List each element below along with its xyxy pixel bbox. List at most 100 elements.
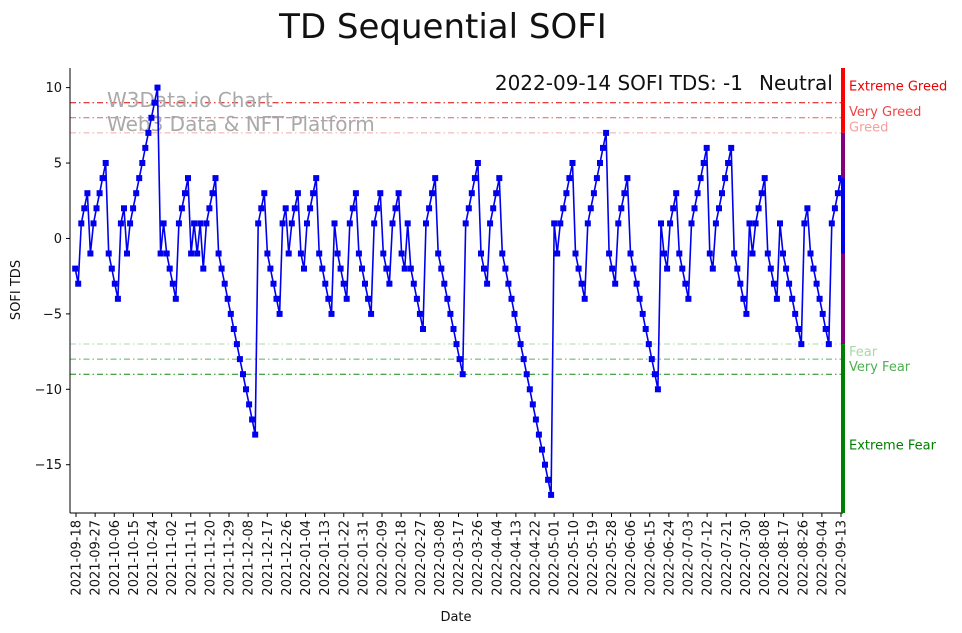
- data-point-38: [188, 250, 195, 257]
- data-point-171: [593, 175, 600, 182]
- data-point-123: [447, 310, 454, 317]
- data-point-210: [712, 220, 719, 227]
- data-point-184: [633, 280, 640, 287]
- data-point-233: [783, 265, 790, 272]
- data-point-172: [597, 160, 603, 166]
- data-point-207: [703, 144, 710, 151]
- data-point-247: [825, 341, 832, 348]
- data-point-95: [362, 280, 368, 287]
- x-tick-label: 2022-08-17: [777, 520, 792, 596]
- x-tick-label: 2022-02-18: [395, 520, 410, 596]
- x-tick-label: 2022-03-17: [452, 520, 467, 596]
- data-point-232: [780, 250, 786, 257]
- sentiment-bar-current-value: [841, 178, 845, 254]
- data-point-29: [160, 220, 167, 227]
- data-point-216: [731, 250, 738, 257]
- x-tick-label: 2021-11-11: [184, 520, 199, 596]
- data-point-149: [526, 386, 533, 393]
- data-point-48: [218, 265, 225, 272]
- data-point-156: [548, 491, 555, 498]
- data-point-17: [124, 250, 130, 257]
- sentiment-bar-segment-2: [841, 344, 845, 513]
- x-tick-label: 2022-05-28: [605, 520, 620, 596]
- data-point-205: [697, 175, 704, 182]
- data-point-102: [383, 265, 390, 272]
- data-point-196: [670, 205, 677, 212]
- data-point-59: [252, 431, 259, 438]
- data-point-2: [78, 220, 85, 227]
- data-point-101: [380, 250, 387, 257]
- data-point-183: [630, 265, 637, 272]
- data-point-87: [337, 265, 344, 272]
- x-tick-label: 2021-12-08: [242, 520, 257, 596]
- threshold-lines: [70, 102, 843, 375]
- data-point-234: [786, 280, 793, 287]
- data-point-4: [84, 190, 91, 197]
- data-point-68: [279, 220, 286, 227]
- x-tick-label: 2022-05-19: [586, 520, 601, 596]
- data-point-144: [511, 310, 518, 317]
- data-point-34: [175, 220, 182, 227]
- data-point-77: [307, 205, 314, 212]
- data-point-215: [728, 144, 735, 151]
- data-point-1: [75, 280, 82, 287]
- data-point-108: [401, 265, 408, 272]
- data-point-103: [386, 280, 393, 287]
- data-point-47: [215, 250, 222, 257]
- data-point-249: [831, 205, 838, 212]
- data-point-8: [96, 190, 103, 197]
- data-point-105: [392, 205, 399, 212]
- data-point-99: [374, 205, 381, 212]
- data-point-18: [127, 220, 134, 227]
- x-tick-label: 2022-04-22: [529, 520, 544, 596]
- data-point-58: [249, 416, 256, 423]
- data-point-63: [264, 250, 271, 257]
- x-tick-label: 2022-01-13: [318, 520, 333, 596]
- x-tick-label: 2022-01-31: [356, 520, 371, 596]
- data-point-43: [203, 220, 210, 227]
- data-point-243: [813, 280, 820, 287]
- data-point-230: [773, 295, 780, 302]
- data-point-139: [496, 175, 503, 182]
- data-point-49: [221, 280, 228, 287]
- data-point-19: [130, 205, 137, 212]
- data-point-110: [407, 265, 414, 272]
- data-point-246: [822, 326, 829, 332]
- data-point-88: [340, 280, 347, 287]
- data-point-125: [453, 341, 460, 348]
- data-point-138: [493, 190, 500, 197]
- data-point-165: [575, 265, 582, 272]
- data-point-35: [178, 205, 185, 212]
- x-tick-label: 2021-11-29: [223, 520, 238, 596]
- data-point-174: [603, 129, 610, 136]
- data-point-120: [438, 265, 445, 272]
- x-tick-label: 2022-06-06: [624, 520, 639, 596]
- data-point-190: [651, 371, 658, 378]
- data-point-117: [429, 190, 436, 197]
- data-point-181: [624, 175, 631, 182]
- data-point-80: [316, 250, 323, 257]
- data-point-154: [542, 461, 548, 468]
- data-point-173: [600, 144, 606, 151]
- data-point-219: [740, 295, 747, 302]
- sentiment-bar-segment-0: [841, 68, 845, 133]
- zone-label: Very Greed: [849, 105, 921, 120]
- status-text: 2022-09-14 SOFI TDS: -1: [495, 71, 743, 95]
- data-point-189: [648, 356, 655, 363]
- data-point-26: [151, 99, 158, 106]
- data-point-150: [529, 401, 536, 408]
- data-point-82: [322, 280, 329, 287]
- sentiment-bar: [841, 68, 845, 513]
- x-tick-label: 2022-02-09: [376, 520, 391, 596]
- x-tick-label: 2021-10-06: [108, 520, 123, 596]
- data-point-218: [737, 280, 744, 287]
- x-tick-label: 2022-07-21: [720, 520, 735, 596]
- y-tick-label: 0: [54, 232, 62, 247]
- data-point-239: [801, 220, 808, 227]
- data-point-15: [117, 220, 124, 227]
- y-axis-ticks: 10 5 0 −5 −10 −15: [35, 81, 70, 473]
- data-point-131: [471, 175, 478, 182]
- data-point-204: [694, 190, 701, 197]
- data-point-24: [145, 129, 152, 136]
